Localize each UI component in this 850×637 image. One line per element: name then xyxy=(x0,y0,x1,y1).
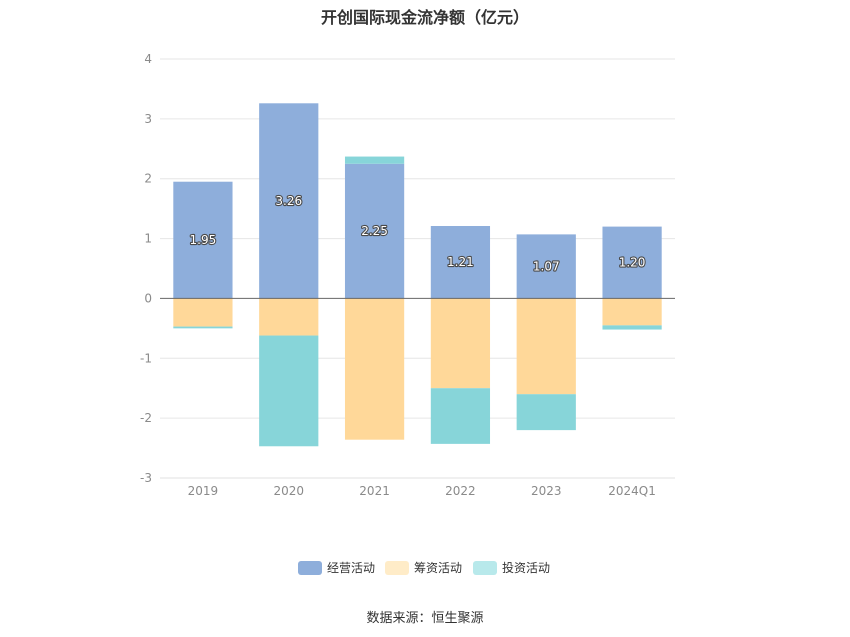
bars xyxy=(173,103,662,447)
legend: 经营活动 筹资活动 投资活动 xyxy=(298,560,550,575)
x-tick-label: 2023 xyxy=(531,484,562,498)
data-label: 2.25 xyxy=(361,224,388,238)
x-tick-label: 2022 xyxy=(445,484,476,498)
bar-2020-series-2 xyxy=(259,335,319,447)
bar-2023-series-1 xyxy=(516,298,576,395)
legend-swatch xyxy=(298,561,322,575)
bar-2020-series-0 xyxy=(259,103,319,299)
bar-2022-series-0 xyxy=(430,226,491,299)
y-tick-label: 1 xyxy=(144,232,152,246)
bar-2019-series-1 xyxy=(173,298,233,327)
y-tick-label: 3 xyxy=(144,112,152,126)
y-tick-label: 0 xyxy=(144,291,152,305)
bar-2024Q1-series-0 xyxy=(602,226,662,299)
x-tick-label: 2021 xyxy=(359,484,390,498)
bar-2024Q1-series-1 xyxy=(602,298,662,326)
bar-2023-series-0 xyxy=(516,234,576,299)
bar-2023-series-2 xyxy=(516,394,576,431)
y-tick-label: 4 xyxy=(144,52,152,66)
bar-2021-series-0 xyxy=(344,163,405,299)
chart-title: 开创国际现金流净额（亿元） xyxy=(320,8,529,27)
bar-2019-series-0 xyxy=(173,181,233,299)
legend-swatch xyxy=(385,561,409,575)
bar-2020-series-1 xyxy=(259,298,319,336)
bar-2019-series-2 xyxy=(173,326,233,329)
x-tick-label: 2019 xyxy=(188,484,219,498)
data-labels: 1.95 3.26 2.25 1.21 1.07 1.20 xyxy=(188,193,646,275)
bar-2022-series-1 xyxy=(430,298,491,389)
data-source: 数据来源：恒生聚源 xyxy=(366,611,484,626)
y-tick-label: 2 xyxy=(144,172,152,186)
x-tick-label: 2024Q1 xyxy=(608,484,656,498)
data-label: 1.20 xyxy=(619,256,646,270)
bar-2022-series-2 xyxy=(430,388,491,444)
y-axis-ticks: 4 3 2 1 0 -1 -2 -3 xyxy=(140,52,152,485)
legend-label: 筹资活动 xyxy=(414,561,462,575)
bar-2024Q1-series-2 xyxy=(602,325,662,330)
data-label: 1.95 xyxy=(190,233,217,247)
data-label: 3.26 xyxy=(275,194,302,208)
bar-2021-series-1 xyxy=(344,298,405,440)
data-label: 1.07 xyxy=(533,259,560,273)
y-tick-label: -3 xyxy=(140,471,152,485)
x-tick-label: 2020 xyxy=(273,484,304,498)
x-axis-ticks: 2019 2020 2021 2022 2023 2024Q1 xyxy=(160,477,675,498)
bar-2021-series-2 xyxy=(344,156,405,164)
legend-label: 经营活动 xyxy=(327,561,375,575)
legend-swatch xyxy=(473,561,497,575)
legend-label: 投资活动 xyxy=(502,560,550,575)
grid-lines xyxy=(160,58,675,479)
data-label: 1.21 xyxy=(447,255,474,269)
y-tick-label: -1 xyxy=(140,351,152,365)
y-tick-label: -2 xyxy=(140,411,152,425)
